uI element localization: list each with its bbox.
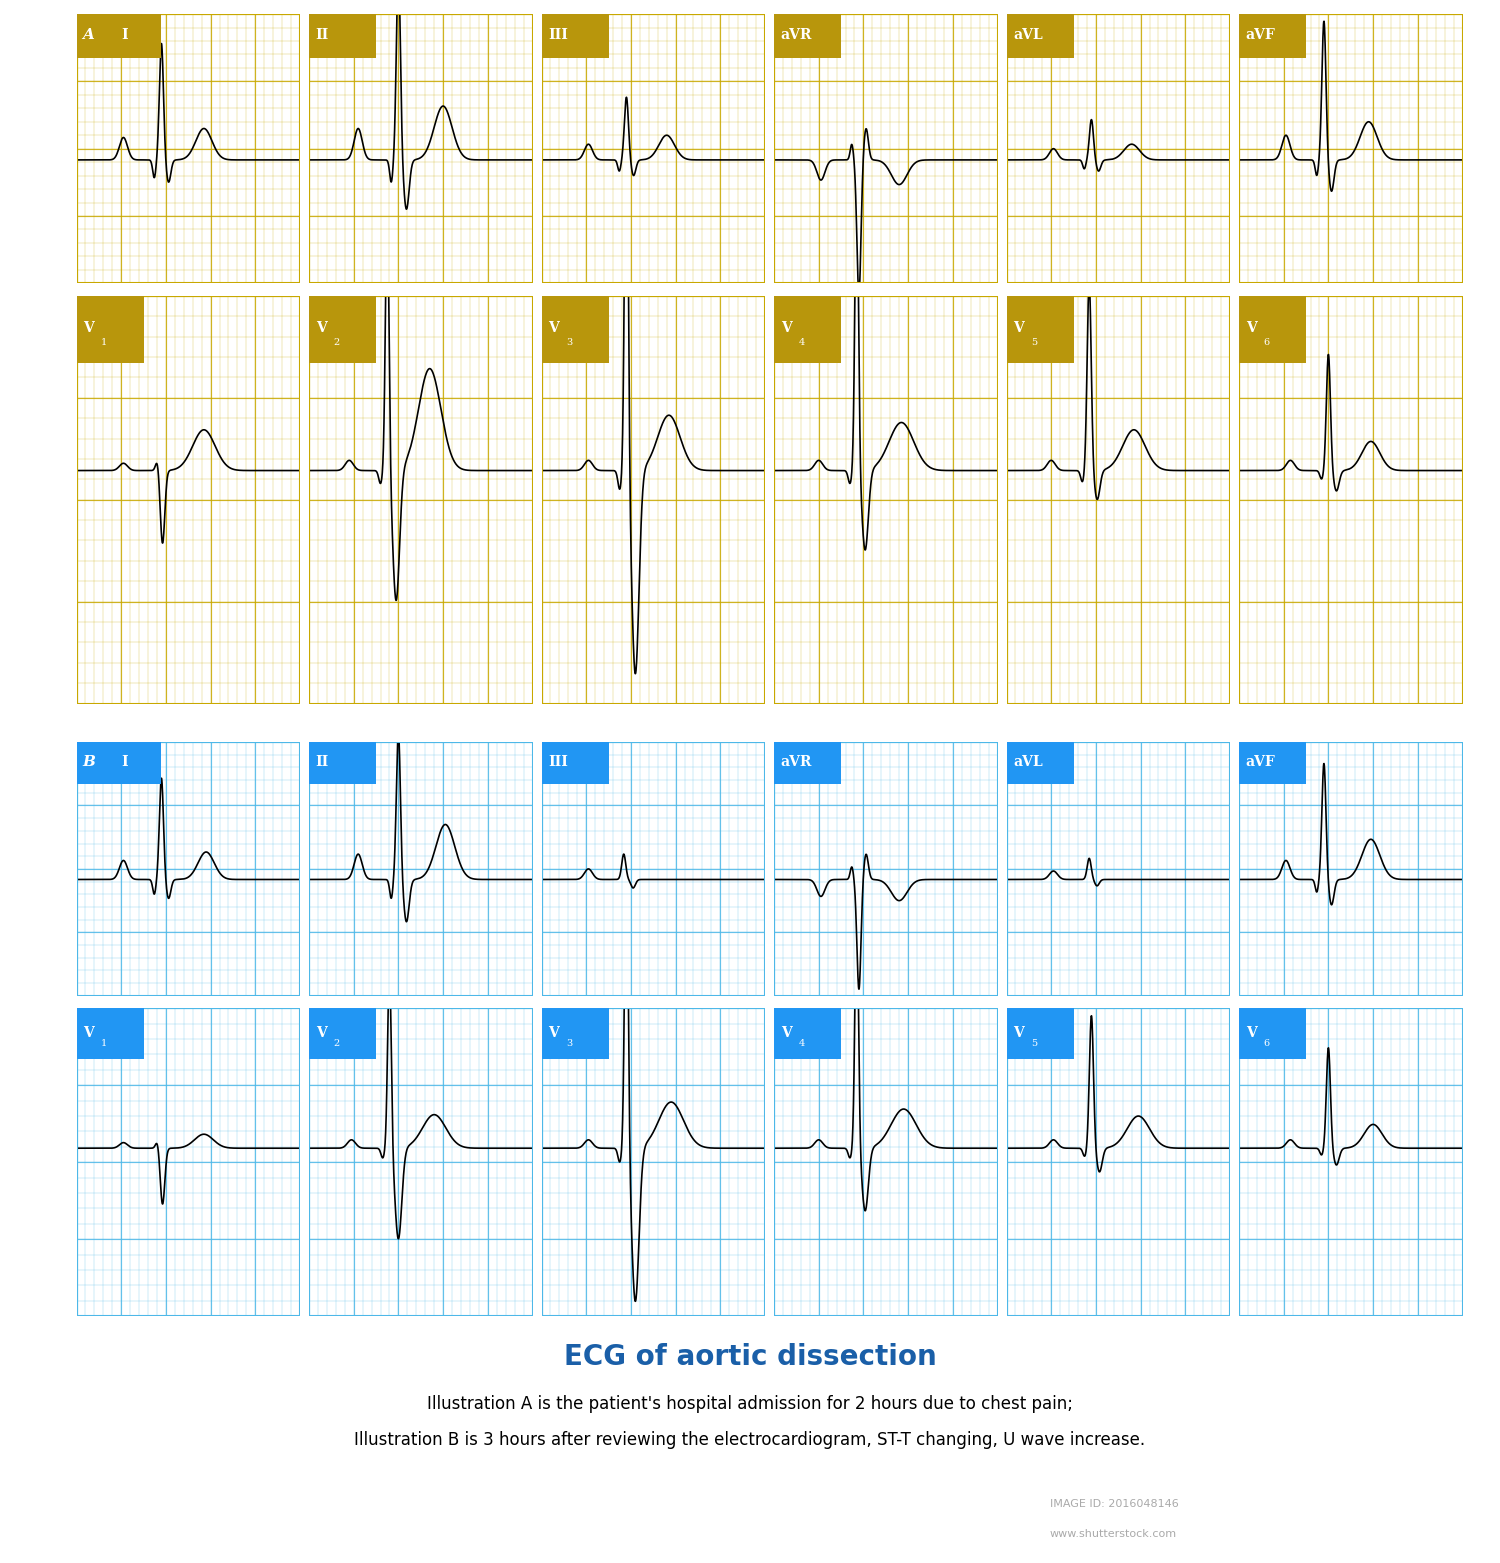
Bar bbox=[76, 1008, 144, 1060]
Bar bbox=[1007, 14, 1074, 58]
Bar bbox=[76, 742, 162, 785]
Text: Illustration B is 3 hours after reviewing the electrocardiogram, ST-T changing, : Illustration B is 3 hours after reviewin… bbox=[354, 1430, 1146, 1449]
Text: www.shutterstock.com: www.shutterstock.com bbox=[1050, 1529, 1178, 1540]
Text: 6: 6 bbox=[1263, 339, 1269, 347]
Bar bbox=[1239, 742, 1306, 785]
Text: III: III bbox=[548, 28, 568, 42]
Text: V: V bbox=[1245, 320, 1257, 334]
Bar bbox=[1007, 1008, 1074, 1060]
Text: 3: 3 bbox=[566, 1039, 573, 1049]
Text: 4: 4 bbox=[798, 1039, 806, 1049]
Text: V: V bbox=[1013, 1025, 1025, 1039]
Text: V: V bbox=[780, 1025, 792, 1039]
Text: 1: 1 bbox=[100, 1039, 108, 1049]
Bar bbox=[309, 14, 376, 58]
Text: V: V bbox=[1245, 1025, 1257, 1039]
Text: V: V bbox=[548, 320, 560, 334]
Text: aVF: aVF bbox=[1245, 755, 1275, 769]
Text: aVF: aVF bbox=[1245, 28, 1275, 42]
Text: 5: 5 bbox=[1030, 1039, 1036, 1049]
Text: shutterstock: shutterstock bbox=[60, 1504, 210, 1522]
Bar bbox=[1007, 742, 1074, 785]
Text: 5: 5 bbox=[1030, 339, 1036, 347]
Text: 1: 1 bbox=[100, 339, 108, 347]
Text: Illustration A is the patient's hospital admission for 2 hours due to chest pain: Illustration A is the patient's hospital… bbox=[427, 1396, 1072, 1413]
Bar bbox=[774, 1008, 842, 1060]
Text: 4: 4 bbox=[798, 339, 806, 347]
Text: V: V bbox=[548, 1025, 560, 1039]
Bar bbox=[774, 14, 842, 58]
Text: V: V bbox=[315, 320, 327, 334]
Bar bbox=[309, 742, 376, 785]
Text: aVR: aVR bbox=[780, 755, 812, 769]
Bar bbox=[309, 1008, 376, 1060]
Text: I: I bbox=[122, 755, 128, 769]
Bar bbox=[1239, 14, 1306, 58]
Text: IMAGE ID: 2016048146: IMAGE ID: 2016048146 bbox=[1050, 1499, 1179, 1508]
Bar bbox=[1007, 295, 1074, 363]
Text: ECG of aortic dissection: ECG of aortic dissection bbox=[564, 1343, 936, 1371]
Text: A: A bbox=[82, 28, 94, 42]
Text: 3: 3 bbox=[566, 339, 573, 347]
Bar bbox=[542, 742, 609, 785]
Text: aVL: aVL bbox=[1013, 28, 1042, 42]
Bar bbox=[76, 295, 144, 363]
Text: II: II bbox=[315, 755, 328, 769]
Text: II: II bbox=[315, 28, 328, 42]
Bar bbox=[774, 742, 842, 785]
Text: III: III bbox=[548, 755, 568, 769]
Text: 2: 2 bbox=[333, 339, 340, 347]
Text: 6: 6 bbox=[1263, 1039, 1269, 1049]
Text: aVL: aVL bbox=[1013, 755, 1042, 769]
Text: aVR: aVR bbox=[780, 28, 812, 42]
Bar bbox=[542, 14, 609, 58]
Bar bbox=[774, 295, 842, 363]
Bar bbox=[1239, 295, 1306, 363]
Text: B: B bbox=[82, 755, 94, 769]
Text: V: V bbox=[315, 1025, 327, 1039]
Bar bbox=[542, 295, 609, 363]
Text: V: V bbox=[780, 320, 792, 334]
Text: I: I bbox=[122, 28, 128, 42]
Bar bbox=[76, 14, 162, 58]
Text: V: V bbox=[82, 320, 94, 334]
Bar bbox=[309, 295, 376, 363]
Bar bbox=[1239, 1008, 1306, 1060]
Text: V: V bbox=[82, 1025, 94, 1039]
Text: 2: 2 bbox=[333, 1039, 340, 1049]
Text: ®: ® bbox=[232, 1507, 244, 1519]
Bar bbox=[542, 1008, 609, 1060]
Text: V: V bbox=[1013, 320, 1025, 334]
